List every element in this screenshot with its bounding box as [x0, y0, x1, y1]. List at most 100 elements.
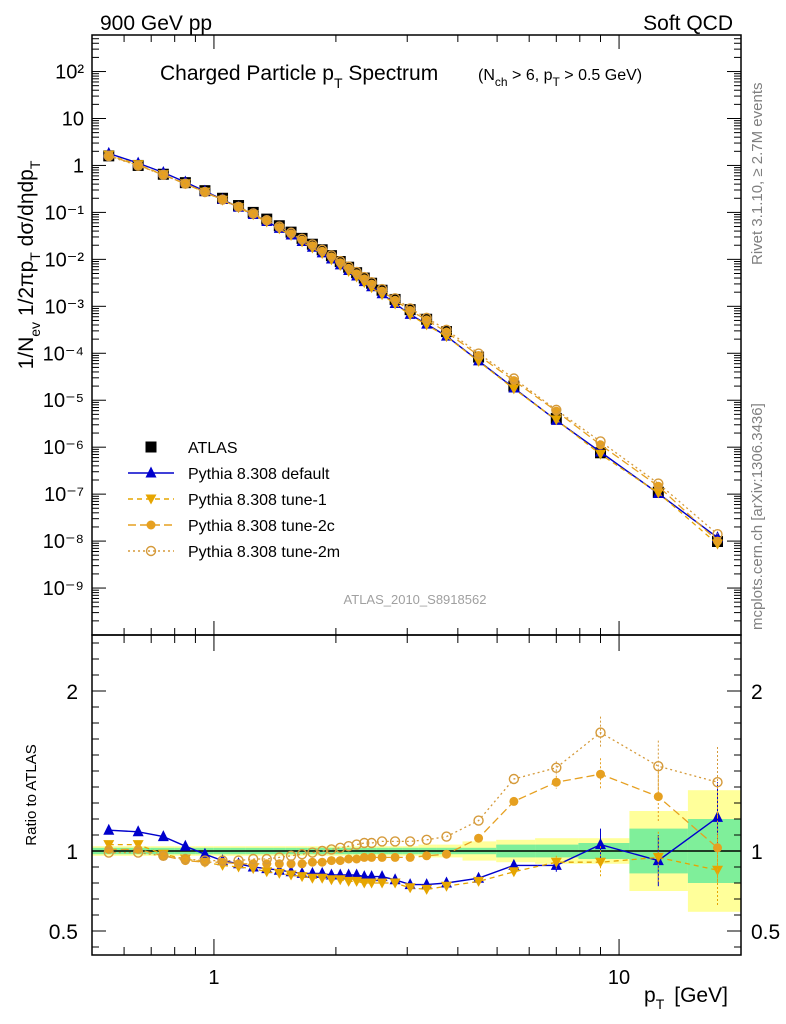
main-line-2: [108, 154, 718, 545]
ratio-point-2: [508, 867, 520, 878]
main-point-3: [234, 202, 244, 212]
ratio-y-tick-label-right: 0.5: [751, 921, 780, 944]
main-point-2: [473, 356, 485, 367]
main-point-4: [307, 239, 318, 250]
ratio-point-2: [273, 868, 285, 879]
main-point-4: [551, 404, 562, 416]
main-point-3: [104, 151, 114, 161]
y-tick-label: 10⁻⁷: [44, 484, 84, 506]
x-tick-label: 1: [208, 967, 219, 989]
ratio-point-2: [389, 878, 401, 889]
ratio-point-4: [551, 762, 562, 773]
ratio-point-4: [103, 847, 114, 858]
main-point-3: [653, 481, 663, 491]
main-point-3: [274, 222, 284, 232]
ratio-point-1: [157, 830, 169, 842]
ratio-point-4: [158, 850, 169, 861]
ratio-point-2: [261, 867, 273, 878]
ratio-point-1: [179, 839, 191, 851]
ratio-point-3: [390, 852, 400, 862]
ratio-point-1: [376, 870, 388, 882]
ratio-point-4: [441, 831, 452, 842]
main-point-4: [103, 150, 114, 162]
ratio-point-2: [316, 873, 328, 884]
ratio-point-2: [376, 878, 388, 889]
ratio-point-2: [366, 878, 378, 889]
ratio-y-tick-label: 2: [66, 681, 78, 704]
main-point-4: [233, 201, 244, 213]
ratio-point-3: [367, 852, 377, 862]
ratio-point-4: [233, 855, 244, 866]
header-right: Soft QCD: [643, 12, 733, 35]
ratio-point-4: [366, 837, 377, 849]
main-point-2: [550, 415, 562, 426]
main-point-2: [508, 384, 520, 395]
y-tick-label: 10⁻⁶: [43, 437, 84, 459]
main-point-4: [261, 214, 272, 226]
y-tick-label: 10⁻⁸: [43, 531, 84, 553]
ratio-y-tick-label: 1: [66, 841, 78, 864]
ratio-point-1: [366, 870, 378, 882]
ratio-point-2: [325, 875, 337, 886]
y-tick-label: 10⁻⁹: [43, 578, 84, 600]
ratio-point-2: [595, 857, 607, 868]
legend-marker-2: [145, 494, 157, 505]
legend-marker-4: [145, 545, 157, 557]
main-point-3: [158, 170, 168, 180]
ratio-point-1: [508, 858, 520, 870]
ratio-point-3: [158, 851, 168, 861]
ratio-series-layer: [103, 716, 724, 906]
ratio-point-1: [358, 870, 370, 882]
ratio-point-1: [595, 838, 607, 850]
ratio-point-4: [248, 853, 259, 865]
ratio-point-4: [473, 815, 484, 826]
ratio-point-2: [440, 881, 452, 892]
ratio-line-4: [108, 731, 718, 862]
ratio-point-3: [326, 856, 336, 866]
ratio-point-3: [307, 857, 317, 867]
ratio-point-3: [133, 844, 143, 854]
legend-label-3: Pythia 8.308 tune-2c: [188, 518, 335, 535]
main-point-4: [376, 283, 388, 295]
ratio-point-3: [474, 833, 484, 843]
y-tick-label: 10⁻¹: [45, 202, 85, 224]
main-point-4: [351, 266, 362, 278]
main-point-4: [326, 250, 337, 261]
ratio-point-3: [317, 857, 327, 867]
y-tick-label: 10⁻⁵: [43, 390, 84, 412]
main-point-4: [421, 312, 432, 324]
ratio-point-2: [306, 873, 318, 884]
ratio-point-4: [389, 836, 401, 847]
ratio-point-4: [359, 837, 370, 849]
main-y-label: 1/Nev 1/2πpT dσ/dηdpT: [15, 160, 43, 369]
main-title-cut: (Nch > 6, pT > 0.5 GeV): [478, 67, 642, 89]
legend-label-2: Pythia 8.308 tune-1: [188, 492, 327, 509]
ratio-point-3: [297, 859, 307, 869]
ratio-y-tick-label-right: 2: [751, 681, 763, 704]
ratio-point-3: [286, 859, 296, 869]
analysis-watermark: ATLAS_2010_S8918562: [344, 592, 487, 607]
main-point-4: [343, 261, 354, 272]
main-axis-ticks: 10⁻⁹ 10⁻⁸ 10⁻⁷ 10⁻⁶ 10⁻⁵ 10⁻⁴ 10⁻³ 10⁻² 10⁻¹ 1 10 1…: [43, 34, 742, 636]
ratio-point-2: [296, 872, 308, 883]
main-line-4: [108, 155, 718, 535]
ratio-point-2: [404, 883, 416, 894]
main-point-4: [180, 178, 191, 189]
ratio-point-4: [404, 836, 416, 847]
ratio-point-4: [274, 852, 285, 863]
ratio-plot-frame: [91, 634, 742, 956]
main-point-4: [199, 186, 211, 198]
ratio-point-4: [132, 847, 144, 858]
ratio-point-3: [377, 852, 387, 862]
ratio-y-tick-label-right: 1: [751, 841, 763, 864]
ratio-point-4: [595, 727, 606, 738]
main-point-4: [712, 529, 723, 540]
y-tick-label: 10⁻³: [45, 296, 85, 318]
ratio-point-1: [343, 868, 355, 880]
ratio-point-4: [508, 773, 520, 785]
main-point-4: [274, 221, 285, 232]
legend-marker-3: [146, 520, 156, 530]
ratio-point-3: [405, 852, 415, 862]
header-left: 900 GeV pp: [100, 12, 212, 35]
ratio-point-2: [343, 876, 355, 887]
